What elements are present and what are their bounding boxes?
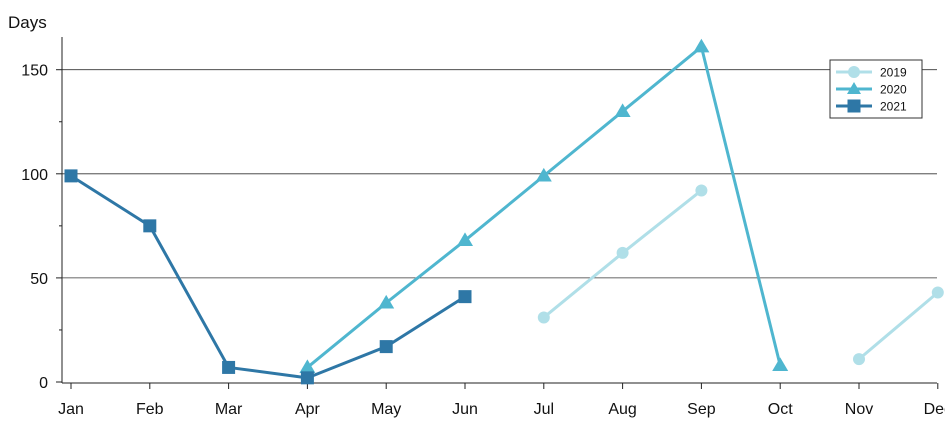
- x-tick-label: Mar: [215, 401, 243, 418]
- data-point: [695, 184, 708, 197]
- x-tick-label: Nov: [845, 401, 873, 418]
- y-axis: 0 50 100 150: [21, 37, 63, 392]
- x-tick-label: Dec: [924, 401, 945, 418]
- data-point: [537, 311, 550, 324]
- legend-marker: [847, 82, 861, 94]
- x-tick-label: Sep: [687, 401, 716, 418]
- x-tick-label: Jan: [58, 401, 84, 418]
- series-2020: [299, 38, 789, 374]
- x-tick-label: Oct: [768, 401, 793, 418]
- data-point: [379, 340, 393, 354]
- legend-entry: 2019: [836, 66, 907, 80]
- data-point: [458, 290, 472, 304]
- data-point: [931, 286, 944, 299]
- y-tick-label: 150: [21, 63, 48, 80]
- data-point: [143, 219, 157, 233]
- x-tick-label: Aug: [608, 401, 636, 418]
- x-axis: Jan Feb Mar Apr May Jun Jul Aug Sep Oct Nov Dec: [58, 382, 945, 418]
- x-tick-label: Jun: [452, 401, 478, 418]
- x-tick-label: Feb: [136, 401, 164, 418]
- legend-entry: 2020: [836, 82, 907, 97]
- data-point: [378, 294, 395, 309]
- legend-label: 2019: [880, 66, 907, 80]
- gridlines: [62, 69, 937, 279]
- legend: 2019 2020 2021: [829, 59, 923, 119]
- x-tick-label: May: [371, 401, 401, 418]
- data-point: [300, 371, 314, 385]
- data-point: [693, 38, 710, 53]
- y-tick-label: 50: [30, 271, 48, 288]
- series-2021: [64, 169, 472, 385]
- legend-entry: 2021: [836, 99, 907, 114]
- series-2019: [537, 184, 944, 366]
- y-tick-label: 0: [39, 375, 48, 392]
- legend-marker: [847, 99, 861, 113]
- plot-area: [64, 38, 944, 385]
- data-point: [457, 232, 473, 247]
- data-point: [64, 169, 78, 183]
- series-line: [542, 189, 939, 361]
- x-tick-label: Apr: [295, 401, 321, 418]
- data-point: [614, 103, 631, 117]
- y-axis-label: Days: [8, 13, 47, 32]
- data-point: [299, 359, 316, 374]
- data-point: [772, 357, 789, 371]
- series-line: [70, 174, 466, 380]
- data-point: [535, 167, 552, 182]
- legend-label: 2020: [880, 83, 907, 97]
- legend-marker: [848, 66, 860, 78]
- legend-label: 2021: [880, 100, 907, 114]
- data-point: [616, 246, 629, 259]
- y-tick-label: 100: [21, 167, 48, 184]
- data-point: [222, 360, 236, 374]
- data-point: [853, 353, 865, 366]
- x-tick-label: Jul: [534, 401, 554, 418]
